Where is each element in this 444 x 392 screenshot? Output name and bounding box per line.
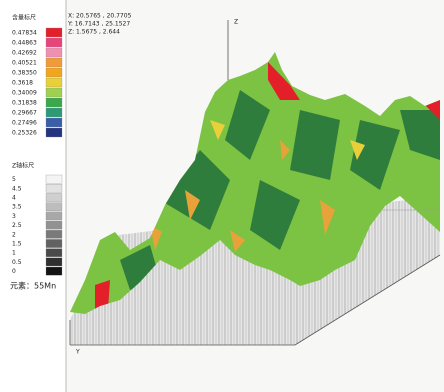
z-axis-label: Z — [234, 19, 238, 26]
legend-label: 0.3618 — [12, 80, 33, 87]
legend-swatch — [46, 28, 62, 37]
legend-label: 4.5 — [12, 185, 22, 192]
z-range: Z: 1.5675 , 2.644 — [68, 29, 120, 36]
legend-swatch — [46, 108, 62, 117]
legend-label: 0.38350 — [12, 70, 37, 77]
legend-swatch — [46, 212, 62, 220]
element-label: 元素：55Mn — [10, 281, 56, 291]
legend-swatch — [46, 193, 62, 201]
legend-label: 5 — [12, 176, 16, 183]
legend-label: 0 — [12, 268, 16, 275]
legend-swatch — [46, 88, 62, 97]
legend-swatch — [46, 249, 62, 257]
legend-label: 0.34009 — [12, 90, 37, 97]
legend-label: 0.42692 — [12, 50, 37, 57]
legend-label: 4 — [12, 195, 16, 202]
legend-swatch — [46, 230, 62, 238]
legend-label: 1.5 — [12, 241, 22, 248]
screenshot: 含量标尺 Z轴标尺 元素：55Mn 0.47834 0.44863 0.42692 0… — [0, 0, 444, 392]
y-range: Y: 16.7143 , 25.1527 — [67, 21, 130, 28]
legend-swatch — [46, 58, 62, 67]
legend-swatch — [46, 48, 62, 57]
legend-swatch — [46, 221, 62, 229]
legend-label: 0.27496 — [12, 120, 37, 127]
legend-label: 0.29667 — [12, 110, 37, 117]
legend-label: 0.31838 — [12, 100, 37, 107]
y-axis-label: Y — [75, 349, 80, 356]
z-scale-title: Z轴标尺 — [12, 162, 34, 170]
legend-swatch — [46, 184, 62, 192]
legend-label: 0.5 — [12, 259, 22, 266]
x-range: X: 20.5765 , 20.7705 — [68, 13, 132, 20]
legend-swatch — [46, 128, 62, 137]
legend-label: 2.5 — [12, 222, 22, 229]
legend-swatch — [46, 38, 62, 47]
legend-swatch — [46, 78, 62, 87]
legend-swatch — [46, 267, 62, 275]
legend-swatch — [46, 258, 62, 266]
legend-label: 0.40521 — [12, 60, 37, 67]
legend-swatch — [46, 118, 62, 127]
legend-swatch — [46, 175, 62, 183]
legend-swatch — [46, 203, 62, 211]
legend-swatch — [46, 68, 62, 77]
legend-label: 0.44863 — [12, 40, 37, 47]
legend-label: 1 — [12, 250, 16, 257]
legend-label: 0.47834 — [12, 30, 37, 37]
legend-label: 3 — [12, 213, 16, 220]
legend-label: 2 — [12, 231, 16, 238]
legend-label: 0.25326 — [12, 130, 37, 137]
legend-label: 3.5 — [12, 204, 22, 211]
content-scale-title: 含量标尺 — [12, 14, 36, 22]
legend-swatch — [46, 98, 62, 107]
legend-swatch — [46, 239, 62, 247]
